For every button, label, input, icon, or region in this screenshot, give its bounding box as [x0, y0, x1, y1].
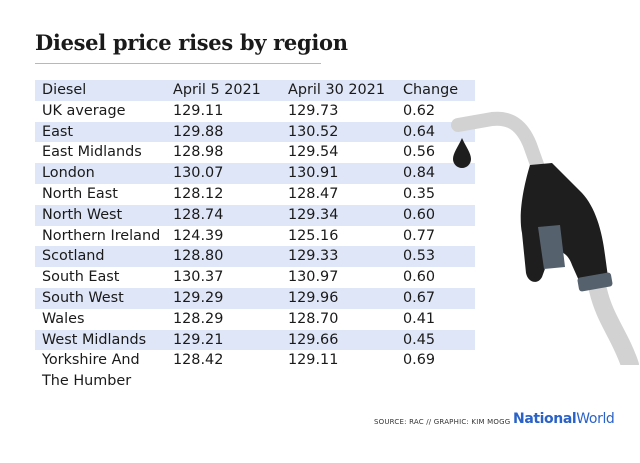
change-cell: 0.69	[403, 352, 436, 369]
april5-price-cell: 128.42	[173, 352, 224, 369]
april30-price-cell: 129.34	[288, 206, 339, 223]
region-cell: Yorkshire And The Humber	[42, 352, 140, 390]
header-cell-april5: April 5 2021	[173, 82, 261, 98]
change-cell: 0.53	[403, 248, 436, 265]
region-cell: East Midlands	[42, 144, 142, 161]
april5-price-cell: 128.74	[173, 206, 224, 223]
change-cell: 0.45	[403, 331, 436, 348]
april30-price-cell: 128.47	[288, 185, 339, 202]
table-row: North East 128.12 128.47 0.35	[35, 184, 475, 205]
title-divider	[35, 63, 321, 64]
april30-price-cell: 128.70	[288, 310, 339, 327]
header-cell-region: Diesel	[42, 82, 87, 98]
change-cell: 0.67	[403, 289, 436, 306]
april30-price-cell: 125.16	[288, 227, 339, 244]
region-cell: UK average	[42, 102, 126, 119]
april30-price-cell: 129.73	[288, 102, 339, 119]
april30-price-cell: 129.66	[288, 331, 339, 348]
table-row: Northern Ireland 124.39 125.16 0.77	[35, 226, 475, 247]
region-cell: South West	[42, 289, 124, 306]
change-cell: 0.60	[403, 269, 436, 286]
nozzle-spout	[451, 111, 547, 180]
table-row: North West 128.74 129.34 0.60	[35, 204, 475, 226]
table-row: South West 129.29 129.96 0.67	[35, 287, 475, 309]
table-row: East 129.88 130.52 0.64	[35, 121, 475, 143]
table-row: Yorkshire And The Humber 128.42 129.11 0.69	[35, 350, 475, 392]
change-cell: 0.64	[403, 123, 436, 140]
april5-price-cell: 129.21	[173, 331, 224, 348]
region-cell: South East	[42, 269, 120, 286]
table-row: East Midlands 128.98 129.54 0.56	[35, 142, 475, 163]
change-cell: 0.41	[403, 310, 436, 327]
brand-logo-light: World	[576, 411, 615, 427]
fuel-nozzle-icon	[451, 111, 639, 365]
page-title: Diesel price rises by region	[35, 30, 348, 55]
table-row: London 130.07 130.91 0.84	[35, 163, 475, 184]
region-cell: Northern Ireland	[42, 227, 161, 244]
april5-price-cell: 129.29	[173, 289, 224, 306]
april5-price-cell: 130.07	[173, 165, 224, 182]
change-cell: 0.77	[403, 227, 436, 244]
change-cell: 0.35	[403, 185, 436, 202]
april5-price-cell: 128.29	[173, 310, 224, 327]
april5-price-cell: 124.39	[173, 227, 224, 244]
nozzle-collar	[577, 272, 613, 292]
nozzle-trigger	[538, 225, 565, 269]
april5-price-cell: 128.12	[173, 185, 224, 202]
region-cell: East	[42, 123, 74, 140]
april30-price-cell: 130.52	[288, 123, 339, 140]
fuel-hose	[589, 281, 639, 365]
region-cell: North West	[42, 206, 123, 223]
april30-price-cell: 130.97	[288, 269, 339, 286]
region-cell: West Midlands	[42, 331, 147, 348]
fuel-drop-icon	[453, 138, 471, 168]
april5-price-cell: 129.88	[173, 123, 224, 140]
table-row: Wales 128.29 128.70 0.41	[35, 309, 475, 330]
table-row: UK average 129.11 129.73 0.62	[35, 101, 475, 122]
table-row: Scotland 128.80 129.33 0.53	[35, 246, 475, 268]
april30-price-cell: 129.33	[288, 248, 339, 265]
table-row: West Midlands 129.21 129.66 0.45	[35, 329, 475, 351]
april30-price-cell: 130.91	[288, 165, 339, 182]
brand-logo: NationalWorld	[513, 411, 615, 427]
change-cell: 0.56	[403, 144, 436, 161]
april5-price-cell: 128.98	[173, 144, 224, 161]
april5-price-cell: 130.37	[173, 269, 224, 286]
table-body: UK average 129.11 129.73 0.62 East 129.88 130.…	[35, 101, 475, 392]
region-cell: North East	[42, 185, 118, 202]
april5-price-cell: 128.80	[173, 248, 224, 265]
change-cell: 0.62	[403, 102, 436, 119]
april30-price-cell: 129.54	[288, 144, 339, 161]
source-credit: SOURCE: RAC // GRAPHIC: KIM MOGG	[374, 418, 511, 426]
region-cell: Wales	[42, 310, 85, 327]
header-cell-april30: April 30 2021	[288, 82, 385, 98]
region-cell: London	[42, 165, 95, 182]
header-cell-change: Change	[403, 82, 459, 98]
price-table: Diesel April 5 2021 April 30 2021 Change…	[35, 80, 475, 392]
april30-price-cell: 129.96	[288, 289, 339, 306]
table-header-row: Diesel April 5 2021 April 30 2021 Change	[35, 80, 475, 101]
region-cell: Scotland	[42, 248, 105, 265]
change-cell: 0.60	[403, 206, 436, 223]
brand-logo-bold: National	[513, 411, 577, 427]
table-row: South East 130.37 130.97 0.60	[35, 267, 475, 288]
april30-price-cell: 129.11	[288, 352, 339, 369]
change-cell: 0.84	[403, 165, 436, 182]
april5-price-cell: 129.11	[173, 102, 224, 119]
